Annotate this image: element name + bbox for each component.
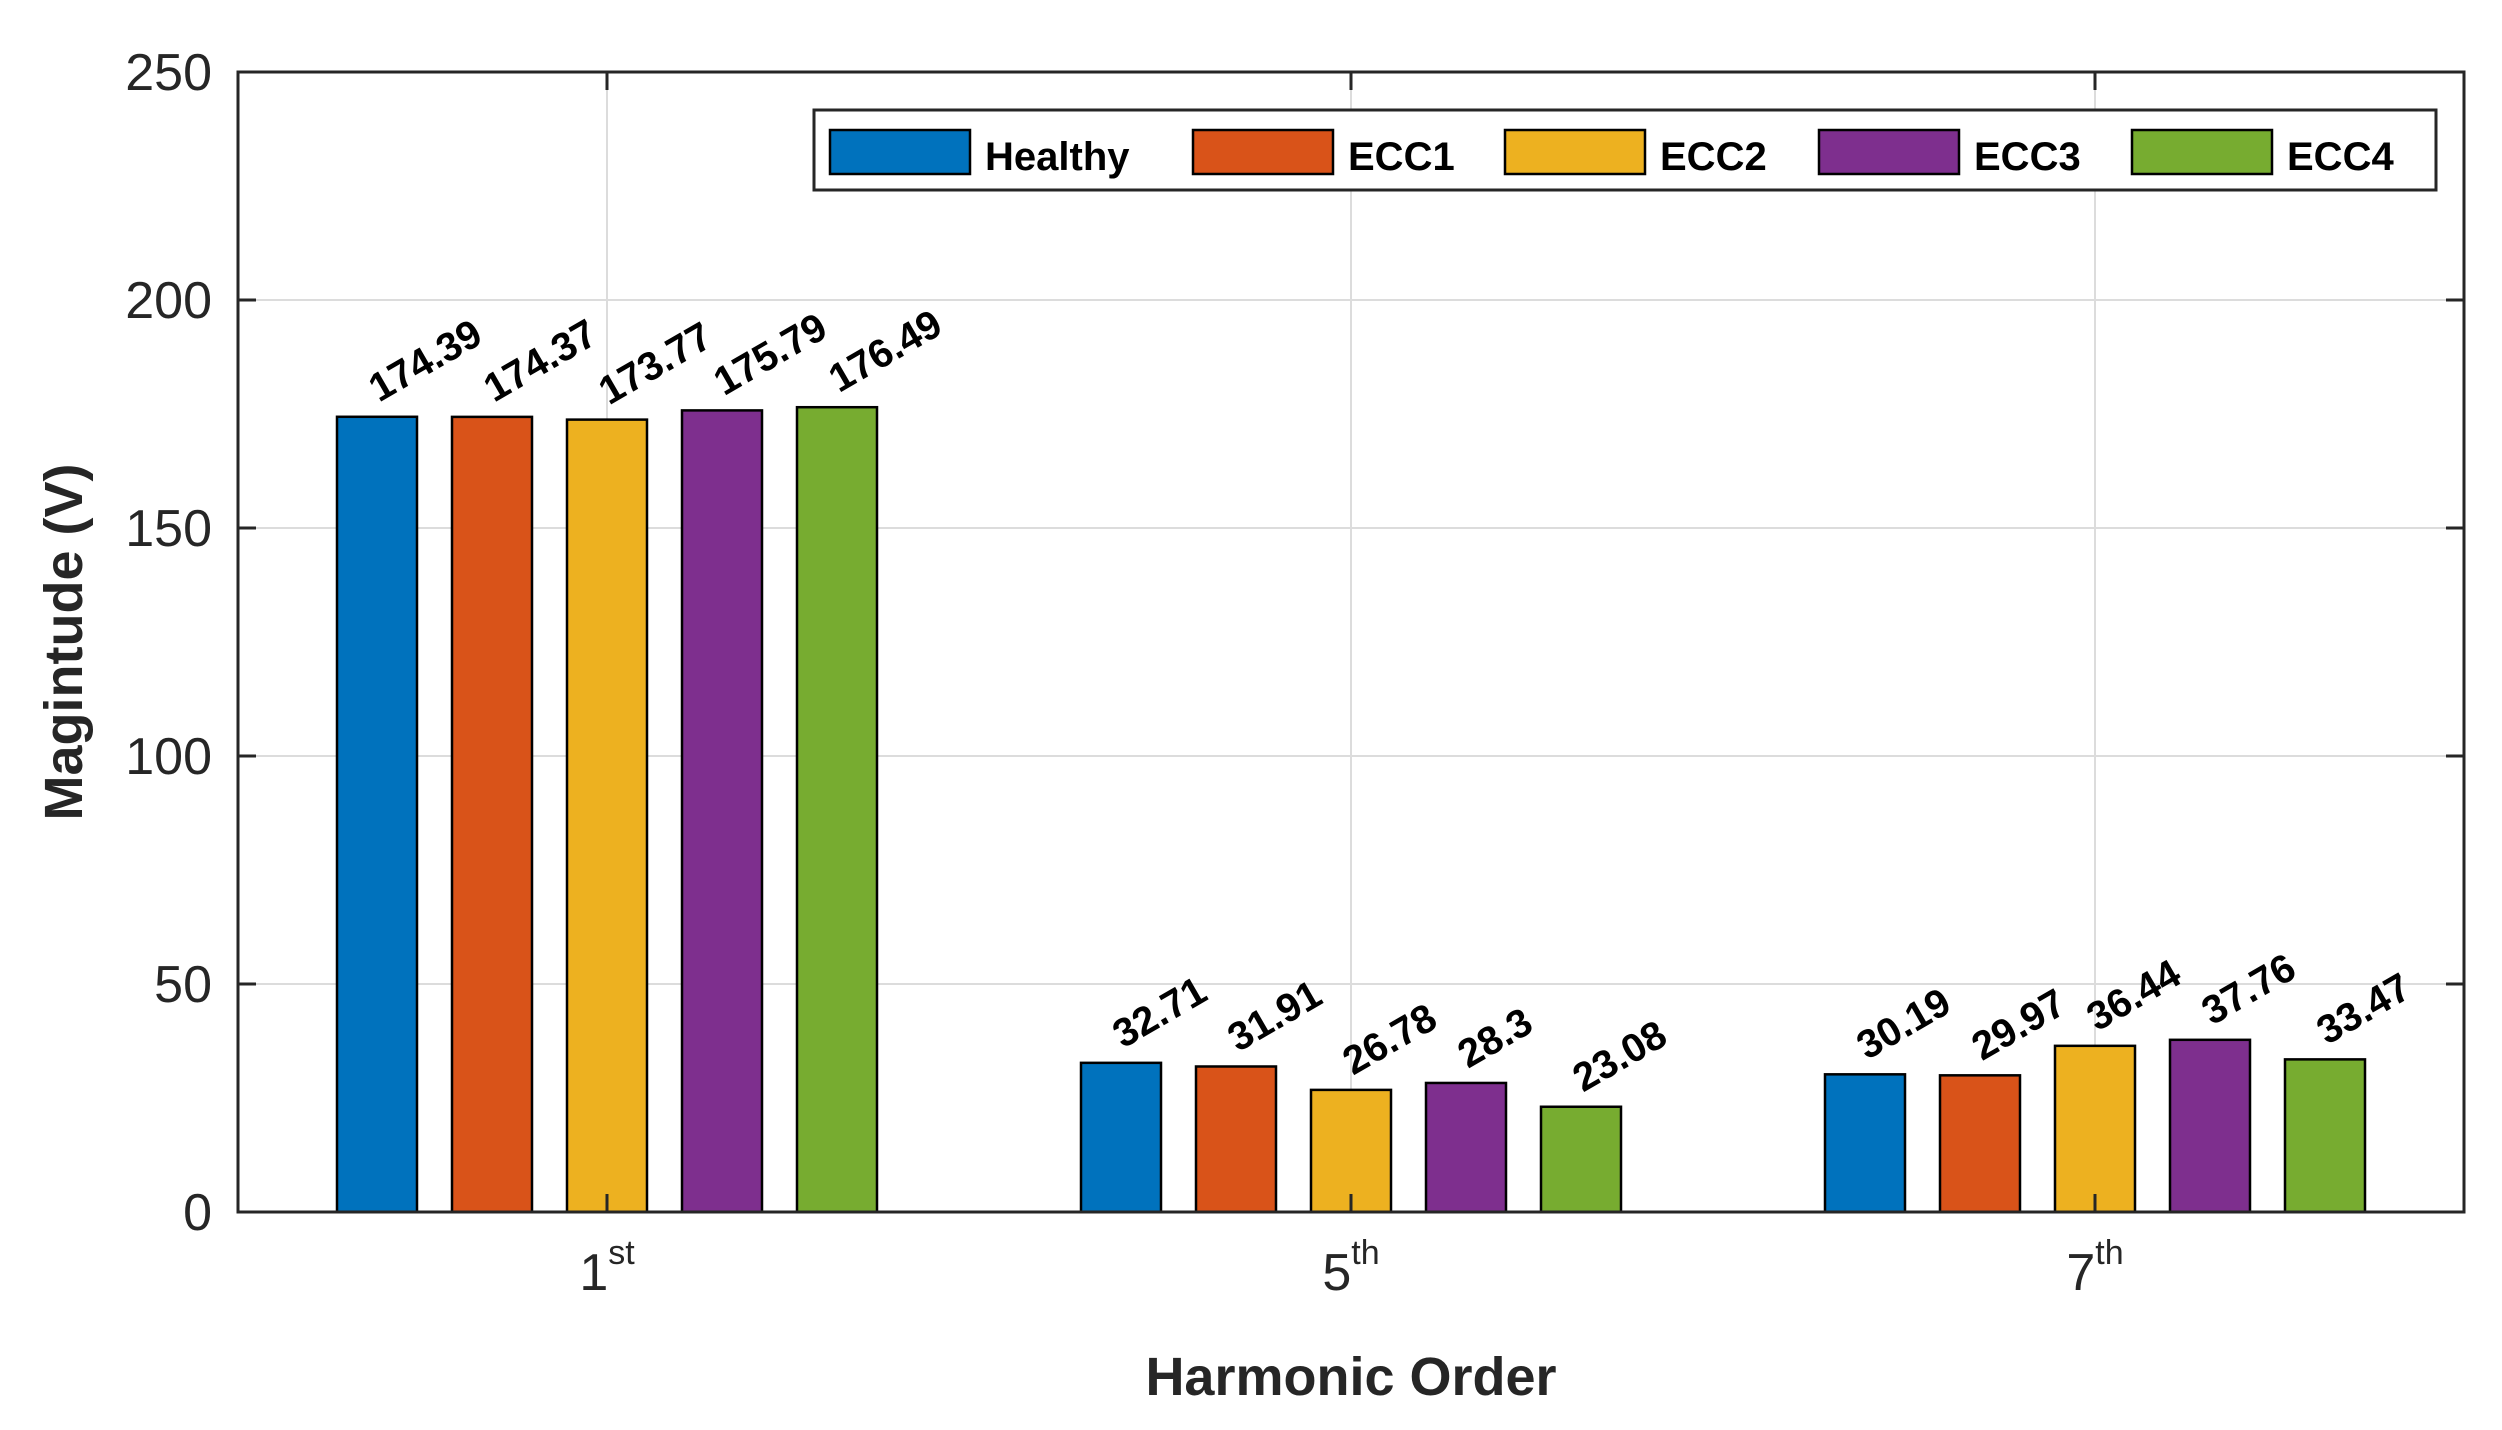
- bar-healthy: [335, 415, 419, 1214]
- legend: Healthy ECC1 ECC2 ECC3 ECC4: [812, 108, 2438, 192]
- x-tick-label: 7th: [2066, 1234, 2123, 1302]
- bar-healthy: [1079, 1061, 1163, 1214]
- bar-ecc3: [1424, 1081, 1508, 1214]
- bar-ecc4: [1539, 1105, 1623, 1214]
- y-tick-label: 50: [154, 956, 212, 1014]
- y-axis-label: Magintude (V): [34, 464, 94, 821]
- legend-swatch: [1503, 128, 1647, 176]
- legend-label: ECC1: [1348, 135, 1455, 179]
- x-tick-label-base: 7: [2066, 1244, 2095, 1302]
- y-tick-label: 250: [125, 44, 212, 102]
- x-tick-label-superscript: st: [608, 1234, 635, 1272]
- bar-ecc2: [1309, 1088, 1393, 1214]
- legend-label: ECC4: [2287, 135, 2394, 179]
- bar-ecc4: [2283, 1058, 2367, 1214]
- legend-swatch: [1191, 128, 1335, 176]
- x-tick-label-base: 1: [579, 1244, 608, 1302]
- y-tick-label: 0: [183, 1184, 212, 1242]
- bar-ecc2: [565, 418, 649, 1214]
- legend-swatch: [828, 128, 972, 176]
- x-tick-label-superscript: th: [2095, 1234, 2123, 1272]
- bar-ecc3: [2168, 1038, 2252, 1214]
- y-tick-label: 200: [125, 272, 212, 330]
- x-tick-label: 1st: [579, 1234, 635, 1302]
- x-axis-label: Harmonic Order: [1145, 1347, 1556, 1407]
- bar-ecc1: [450, 415, 534, 1214]
- legend-swatch: [1817, 128, 1961, 176]
- x-tick-label-base: 5: [1322, 1244, 1351, 1302]
- bars-group: [335, 405, 2367, 1214]
- legend-label: ECC3: [1974, 135, 2081, 179]
- x-tick-label: 5th: [1322, 1234, 1379, 1302]
- bar-ecc2: [2053, 1044, 2137, 1214]
- bar-ecc1: [1194, 1065, 1278, 1214]
- bar-ecc1: [1938, 1074, 2022, 1214]
- y-tick-label: 100: [125, 728, 212, 786]
- legend-label: Healthy: [985, 135, 1130, 179]
- bar-ecc3: [680, 409, 764, 1214]
- x-tick-label-superscript: th: [1351, 1234, 1379, 1272]
- legend-label: ECC2: [1660, 135, 1767, 179]
- bar-ecc4: [795, 405, 879, 1214]
- y-tick-label: 150: [125, 500, 212, 558]
- legend-swatch: [2130, 128, 2274, 176]
- bar-healthy: [1823, 1073, 1907, 1214]
